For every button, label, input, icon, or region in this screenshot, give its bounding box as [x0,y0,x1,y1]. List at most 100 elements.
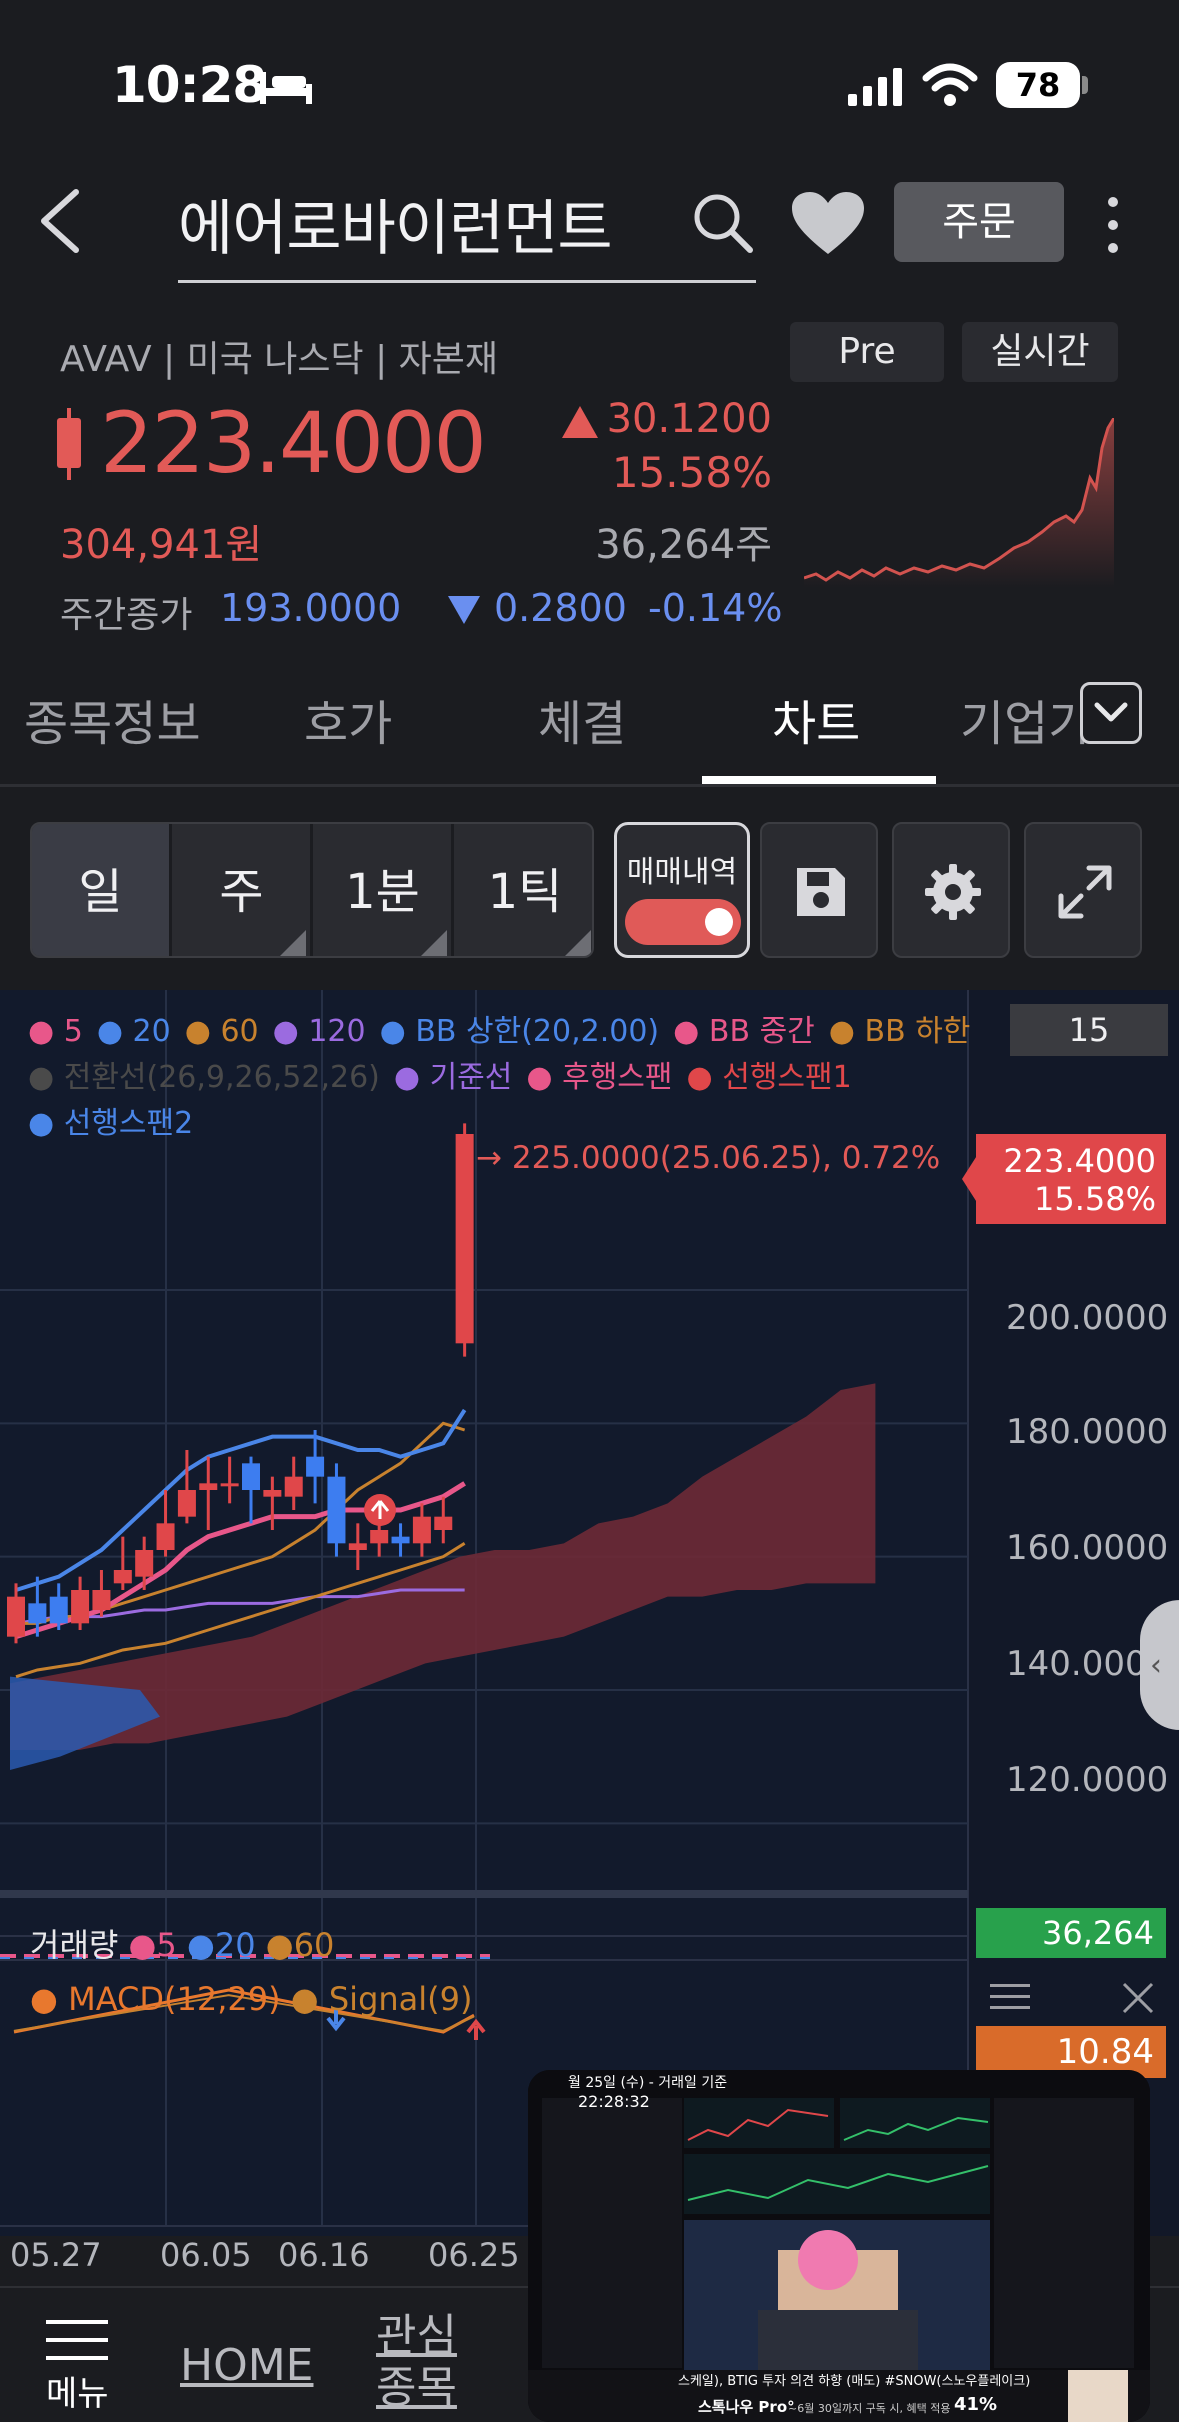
market-info: AVAV | 미국 나스닥 | 자본재 [60,339,499,380]
candle-body [220,1483,239,1487]
period-1min-button[interactable]: 1분 [314,824,454,956]
close-icon[interactable] [1120,1980,1156,2016]
legend-base-label: 기준선 [429,1060,513,1095]
legend-conversion-label: 전환선(26,9,26,52,26) [63,1060,380,1095]
period-selector: 일 주 1분 1틱 [30,822,594,958]
legend-bb-lower-label: BB 하한 [864,1014,971,1049]
pip-clock: 22:28:32 [578,2092,650,2111]
candle-body [49,1596,68,1624]
legend-ma20-label: 20 [132,1014,171,1049]
macd-series: ● MACD(12,29) [30,1980,281,2018]
volume-value-marker: 36,264 [976,1908,1166,1958]
trade-history-toggle[interactable]: 매매내역 [614,822,750,958]
candle-body [455,1134,474,1344]
stock-name-input[interactable]: 에어로바이런먼트 [178,194,613,264]
dropdown-corner-icon [421,930,447,956]
trade-history-switch[interactable] [625,899,741,945]
volume-shares: 36,264주 [595,522,772,568]
watchlist-link[interactable]: 관심종목 [376,2310,457,2413]
candle-body [348,1543,367,1550]
legend-row-1: ● 5 ● 20 ● 60 ● 120 ● BB 상한(20,2.00) ● BB 중간 ●… [28,1006,984,1050]
down-triangle-icon [448,596,480,624]
tab-stock-info[interactable]: 종목정보 [24,696,201,752]
weekly-close-price: 193.0000 [220,586,402,630]
legend-ma5-label: 5 [63,1014,83,1049]
period-count-field[interactable]: 15 [1010,1004,1168,1056]
legend-leading1: ● 선행스팬1 [686,1060,852,1095]
volume-ma60-label: 60 [293,1926,335,1964]
marker-price: 223.4000 [1003,1142,1156,1180]
back-arrow-icon[interactable] [30,186,90,256]
signal-series: ● Signal(9) [290,1980,473,2018]
side-panel-handle[interactable] [1140,1600,1179,1730]
pre-market-button[interactable]: Pre [790,322,944,382]
macd-value-marker: 10.84 [976,2026,1166,2078]
volume-ma20: ●20 [186,1926,256,1964]
volume-ma20-label: 20 [214,1926,256,1964]
high-price-annotation: → 225.0000(25.06.25), 0.72% [476,1140,941,1176]
menu-icon[interactable] [46,2320,108,2360]
realtime-button[interactable]: 실시간 [962,322,1118,382]
volume-label: 거래량 [30,1926,119,1964]
search-icon[interactable] [690,190,756,256]
volume-ma5-label: 5 [156,1926,177,1964]
dropdown-corner-icon [280,930,306,956]
candle-body [28,1603,47,1624]
candle-body [113,1570,132,1584]
dropdown-corner-icon [565,930,591,956]
period-week-button[interactable]: 주 [173,824,313,956]
pip-promo: ~6월 30일까지 구독 시, 혜택 적용 [788,2402,951,2415]
indicator-menu-icon[interactable] [990,1982,1030,2012]
current-price: 223.4000 [100,394,487,492]
period-1min-label: 1분 [345,864,420,920]
candle-body [306,1456,325,1477]
more-options-icon[interactable] [1098,190,1128,260]
tab-orderbook[interactable]: 호가 [304,696,393,752]
picture-in-picture-video[interactable]: 월 25일 (수) - 거래일 기준 22:28:32 스케일), BTIG 투… [528,2070,1150,2422]
legend-bb-upper-label: BB 상한(20,2.00) [415,1014,660,1049]
candle-body [434,1516,453,1530]
tab-company[interactable]: 기업가 [960,696,1093,752]
settings-button[interactable] [892,822,1010,958]
chevron-down-icon[interactable] [1080,682,1142,744]
change-percent: 15.58% [611,448,772,497]
tab-chart[interactable]: 차트 [772,696,861,752]
candle-body [177,1490,196,1517]
legend-leading1-label: 선행스팬1 [722,1060,852,1095]
cellular-signal-icon [848,68,902,106]
period-1tick-label: 1틱 [487,864,563,920]
buy-signal-marker [466,2018,486,2040]
candle-icon [57,408,81,480]
high-annotation-text: 225.0000(25.06.25), 0.72% [511,1140,941,1176]
ma60-line [15,1542,466,1679]
order-button[interactable]: 주문 [894,182,1064,262]
home-link[interactable]: HOME [180,2340,314,2391]
legend-lagging-label: 후행스팬 [562,1060,673,1095]
candle-body [199,1483,218,1490]
x-axis-label: 06.25 [428,2236,520,2274]
krw-price: 304,941원 [60,522,263,568]
candle-body [284,1476,303,1497]
candle-body [92,1590,111,1610]
period-day-button[interactable]: 일 [32,824,172,956]
tab-bar: 종목정보 호가 체결 차트 기업가 [0,666,1179,786]
video-frame [528,2070,1150,2422]
current-price-marker: 223.4000 15.58% [976,1134,1166,1224]
macd-label: MACD(12,29) [68,1980,281,2018]
save-button[interactable] [760,822,878,958]
legend-bb-upper: ● BB 상한(20,2.00) [379,1014,660,1049]
period-1tick-button[interactable]: 1틱 [455,824,592,956]
weekly-change: 0.2800 [494,586,627,630]
candle-body [391,1536,410,1544]
legend-row-3: ● 선행스팬2 [28,1098,207,1142]
volume-ma5: ●5 [128,1926,177,1964]
legend-conversion: ● 전환선(26,9,26,52,26) [28,1060,380,1095]
menu-label[interactable]: 메뉴 [46,2374,109,2414]
fullscreen-button[interactable] [1024,822,1142,958]
legend-leading2-label: 선행스팬2 [63,1106,194,1141]
status-time: 10:28 [112,56,267,114]
candle-body [7,1596,25,1637]
favorite-heart-icon[interactable] [790,190,866,256]
legend-base: ● 기준선 [393,1060,513,1095]
tab-executions[interactable]: 체결 [538,696,627,752]
